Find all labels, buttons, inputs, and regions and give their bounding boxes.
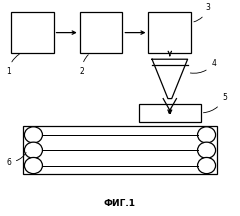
Bar <box>149 12 191 53</box>
Text: 3: 3 <box>194 3 210 22</box>
Bar <box>80 12 122 53</box>
Circle shape <box>24 142 42 158</box>
Circle shape <box>198 157 216 174</box>
Text: 2: 2 <box>80 55 88 76</box>
Bar <box>139 104 201 122</box>
Text: 4: 4 <box>190 59 216 73</box>
Circle shape <box>198 142 216 158</box>
Circle shape <box>24 127 42 143</box>
Text: 6: 6 <box>6 153 26 167</box>
Text: 1: 1 <box>6 54 19 76</box>
Text: 5: 5 <box>204 93 227 113</box>
Circle shape <box>24 157 42 174</box>
Bar <box>11 12 54 53</box>
Text: ФИГ.1: ФИГ.1 <box>104 199 136 208</box>
Bar <box>23 126 217 174</box>
Circle shape <box>198 127 216 143</box>
